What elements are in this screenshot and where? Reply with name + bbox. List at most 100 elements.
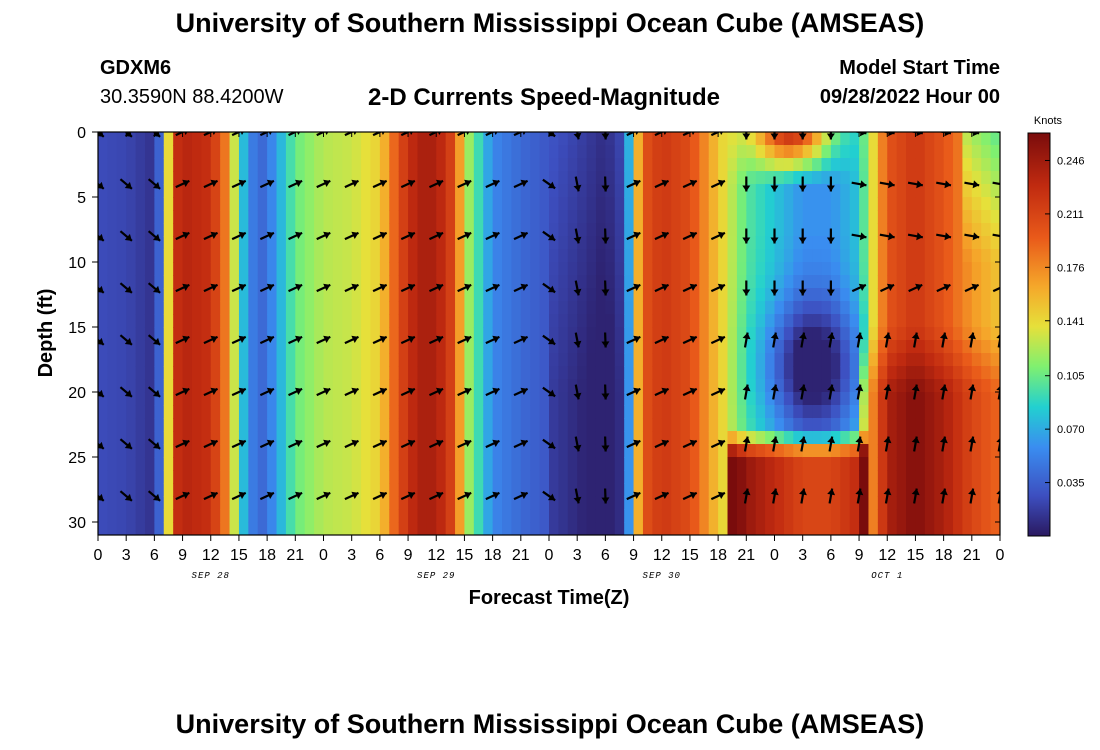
heat-cell bbox=[238, 145, 249, 159]
heat-cell bbox=[201, 457, 212, 471]
heat-cell bbox=[98, 444, 108, 458]
heat-cell bbox=[398, 431, 409, 445]
heat-cell bbox=[943, 249, 954, 263]
current-arrow bbox=[883, 436, 892, 452]
heat-cell bbox=[671, 249, 682, 263]
heat-cell bbox=[257, 353, 268, 367]
heat-cell bbox=[652, 366, 663, 380]
heat-cell bbox=[276, 210, 287, 224]
heat-cell bbox=[718, 197, 729, 211]
heat-cell bbox=[323, 236, 334, 250]
heat-cell bbox=[727, 379, 738, 393]
heat-cell bbox=[821, 314, 832, 328]
heat-cell bbox=[624, 483, 635, 497]
heat-cell bbox=[144, 366, 155, 380]
current-arrow bbox=[908, 283, 923, 293]
heat-cell bbox=[511, 132, 522, 146]
heat-cell bbox=[116, 483, 127, 497]
heat-cell bbox=[144, 444, 155, 458]
heat-cell bbox=[934, 392, 945, 406]
heat-cell bbox=[502, 366, 513, 380]
heat-cell bbox=[962, 431, 973, 445]
heat-cell bbox=[191, 509, 202, 523]
heat-cell bbox=[642, 171, 653, 185]
heat-cell bbox=[210, 379, 221, 393]
current-arrow bbox=[654, 439, 670, 449]
heat-cell bbox=[417, 405, 428, 419]
current-arrow bbox=[372, 231, 388, 241]
heat-cell bbox=[755, 340, 766, 354]
heat-cell bbox=[934, 496, 945, 510]
heat-cell bbox=[943, 405, 954, 419]
heat-cell bbox=[436, 301, 447, 315]
heat-cell bbox=[116, 444, 127, 458]
heat-cell bbox=[774, 236, 785, 250]
heat-cell bbox=[661, 275, 672, 289]
heat-cell bbox=[210, 509, 221, 523]
heat-cell bbox=[502, 158, 513, 172]
heat-cell bbox=[915, 145, 926, 159]
heat-cell bbox=[652, 418, 663, 432]
heat-cell bbox=[774, 184, 785, 198]
heat-cell bbox=[173, 509, 184, 523]
heat-cell bbox=[765, 314, 776, 328]
heat-cell bbox=[755, 327, 766, 341]
heat-cell bbox=[267, 379, 278, 393]
heat-cell bbox=[736, 184, 747, 198]
heat-cell bbox=[567, 418, 578, 432]
heat-cell bbox=[699, 223, 710, 237]
heat-cell bbox=[727, 483, 738, 497]
heat-cell bbox=[455, 236, 466, 250]
heat-cell bbox=[812, 314, 823, 328]
heat-cell bbox=[201, 431, 212, 445]
heat-cell bbox=[417, 496, 428, 510]
current-arrow bbox=[742, 176, 751, 192]
heat-cell bbox=[652, 392, 663, 406]
heat-cell bbox=[135, 470, 146, 484]
heat-cell bbox=[304, 249, 315, 263]
heat-cell bbox=[332, 314, 343, 328]
current-arrow bbox=[852, 132, 867, 137]
heat-cell bbox=[549, 314, 559, 328]
heat-cell bbox=[398, 314, 409, 328]
heat-cell bbox=[530, 509, 541, 523]
heat-cell bbox=[351, 223, 362, 237]
heat-cell bbox=[859, 184, 870, 198]
heat-cell bbox=[774, 288, 785, 302]
heat-cell bbox=[962, 158, 973, 172]
heat-cell bbox=[276, 197, 287, 211]
heat-cell bbox=[755, 444, 766, 458]
heat-cell bbox=[210, 457, 221, 471]
heat-cell bbox=[699, 197, 710, 211]
heat-cell bbox=[746, 509, 757, 523]
heat-cell bbox=[267, 223, 278, 237]
current-arrow bbox=[457, 491, 472, 501]
heat-cell bbox=[924, 197, 935, 211]
heat-cell bbox=[436, 223, 447, 237]
heat-cell bbox=[605, 197, 616, 211]
heat-cell bbox=[774, 379, 785, 393]
heat-cell bbox=[492, 366, 503, 380]
heat-cell bbox=[342, 249, 353, 263]
heat-cell bbox=[558, 158, 569, 172]
heat-cell bbox=[436, 288, 447, 302]
heat-cell bbox=[577, 210, 588, 224]
heat-cell bbox=[107, 431, 118, 445]
heat-cell bbox=[351, 509, 362, 523]
current-arrow bbox=[626, 231, 641, 241]
heat-cell bbox=[492, 522, 503, 535]
heat-cell bbox=[473, 470, 484, 484]
heat-cell bbox=[755, 470, 766, 484]
heat-cell bbox=[943, 275, 954, 289]
heat-cell bbox=[953, 470, 964, 484]
heat-cell bbox=[953, 158, 964, 172]
current-arrow bbox=[457, 439, 472, 449]
heat-cell bbox=[304, 496, 315, 510]
heat-cell bbox=[671, 184, 682, 198]
heat-cell bbox=[896, 340, 907, 354]
heat-cell bbox=[718, 301, 729, 315]
heat-cell bbox=[736, 340, 747, 354]
heat-cell bbox=[699, 314, 710, 328]
heat-cell bbox=[755, 418, 766, 432]
heat-cell bbox=[342, 236, 353, 250]
